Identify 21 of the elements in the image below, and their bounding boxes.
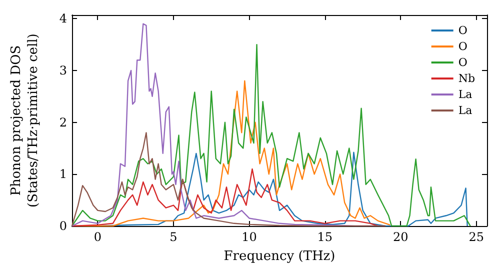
x-tick-label: 0 xyxy=(94,230,102,244)
legend-label: Nb xyxy=(458,72,476,85)
legend-label: La xyxy=(458,88,473,101)
y-tick-label: 3 xyxy=(59,63,67,78)
y-tick-label: 1 xyxy=(59,167,67,182)
x-tick-label: 10 xyxy=(242,230,257,244)
line-series xyxy=(71,168,379,227)
line-series xyxy=(71,132,386,227)
legend-label: La xyxy=(458,104,473,117)
legend-label: O xyxy=(458,24,468,37)
legend-label: O xyxy=(458,40,468,53)
y-tick-label: 2 xyxy=(59,115,67,130)
legend-label: O xyxy=(458,56,468,69)
x-tick-label: 5 xyxy=(170,230,178,244)
x-tick-label: 20 xyxy=(393,230,408,244)
x-axis-title: Frequency (THz) xyxy=(224,249,336,264)
x-tick-label: 15 xyxy=(317,230,333,244)
y-tick-label: 0 xyxy=(59,219,67,233)
x-tick-label: 25 xyxy=(468,230,484,244)
y-axis-title: Phonon projected DOS (States/THz·primitive cell) xyxy=(9,33,41,208)
y-tick-label: 4 xyxy=(59,12,68,26)
